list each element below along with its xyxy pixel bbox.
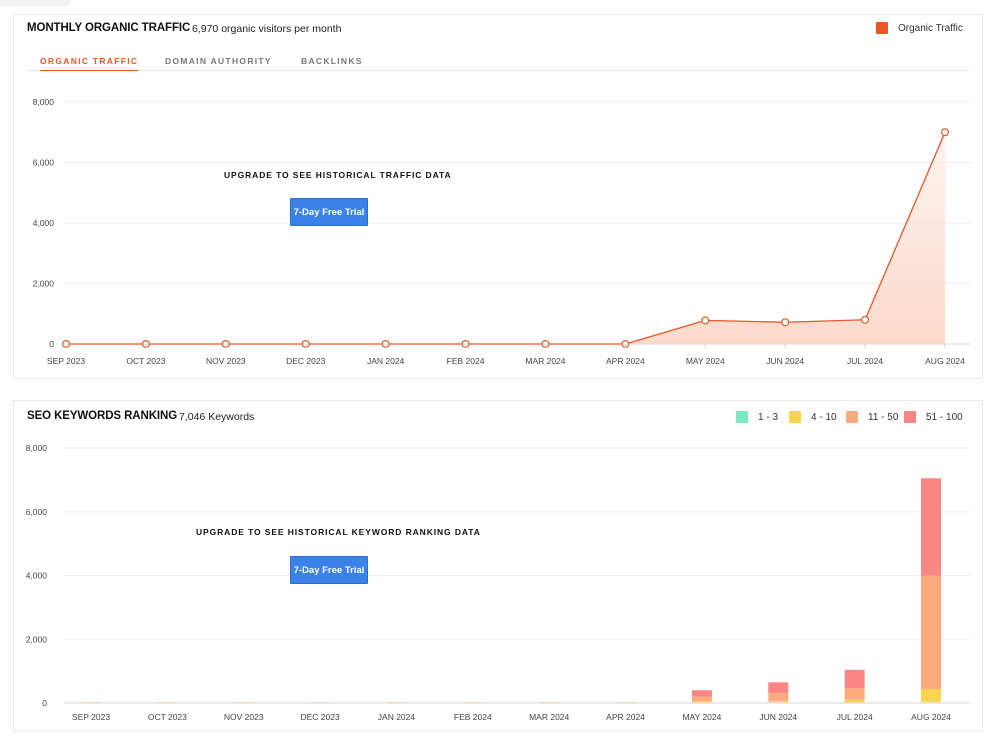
traffic-x-label-aug-2024: AUG 2024 [925,356,965,366]
keywords-ranking-card: SEO KEYWORDS RANKING 7,046 Keywords 1 - … [13,400,983,732]
legend-swatch-1-3 [736,411,748,423]
traffic-x-label-apr-2024: APR 2024 [606,356,645,366]
tab-domain-authority[interactable]: DOMAIN AUTHORITY [165,56,272,66]
keywords-bar-jun-2024-11-50[interactable] [768,692,789,701]
keywords-legend-item-51-100[interactable]: 51 - 100 [904,411,963,423]
traffic-x-label-sep-2023: SEP 2023 [47,356,85,366]
traffic-x-label-feb-2024: FEB 2024 [447,356,485,366]
traffic-y-tick-label: 0 [49,339,54,349]
keywords-bar-aug-2024-51-100[interactable] [921,478,941,576]
top-tab-fragment [0,0,70,6]
keywords-bar-jul-2024-4-10[interactable] [844,699,865,703]
legend-swatch-11-50 [846,411,858,423]
traffic-series-line [66,131,946,345]
traffic-point-jul-2024[interactable] [861,315,870,324]
traffic-point-may-2024[interactable] [701,316,710,325]
keywords-y-tick-label: 0 [42,698,47,708]
traffic-x-label-oct-2023: OCT 2023 [126,356,165,366]
traffic-y-tick-label: 8,000 [33,97,55,107]
keywords-x-label-jan-2024: JAN 2024 [378,712,416,722]
tab-backlinks[interactable]: BACKLINKS [301,56,363,66]
keywords-bar-jul-2024-51-100[interactable] [844,669,865,689]
keywords-x-label-sep-2023: SEP 2023 [72,712,110,722]
traffic-point-jun-2024[interactable] [781,318,790,327]
keywords-x-label-oct-2023: OCT 2023 [148,712,187,722]
traffic-legend-swatch [876,22,888,34]
traffic-x-label-jun-2024: JUN 2024 [766,356,804,366]
legend-label-11-50: 11 - 50 [868,411,899,423]
keywords-card-title: SEO KEYWORDS RANKING [27,410,178,422]
keywords-bar-jun-2024-4-10[interactable] [768,700,789,703]
keywords-bar-jun-2024-51-100[interactable] [768,682,789,693]
keywords-y-tick-label: 2,000 [26,634,48,644]
traffic-point-aug-2024[interactable] [940,128,949,137]
traffic-y-tick-label: 4,000 [33,218,55,228]
keywords-bar-may-2024-11-50[interactable] [691,696,712,702]
top-strip [0,0,1000,14]
keywords-bar-aug-2024-11-50[interactable] [921,575,941,689]
keywords-legend-item-4-10[interactable]: 4 - 10 [789,411,837,423]
organic-traffic-card: MONTHLY ORGANIC TRAFFIC 6,970 organic vi… [13,14,983,379]
keywords-chart: 0 2,000 4,000 6,000 8,000 SEP 2023 OCT 2023 NOV… [26,443,970,722]
traffic-area-fill [66,132,945,344]
keywords-x-label-may-2024: MAY 2024 [682,712,721,722]
traffic-x-label-jul-2024: JUL 2024 [847,356,883,366]
keywords-legend-item-1-3[interactable]: 1 - 3 [736,411,778,423]
legend-label-1-3: 1 - 3 [758,411,779,423]
keywords-bar-jul-2024-11-50[interactable] [844,688,865,700]
traffic-upgrade-text: UPGRADE TO SEE HISTORICAL TRAFFIC DATA [224,170,452,180]
legend-label-4-10: 4 - 10 [811,411,837,423]
keywords-bar-aug-2024-4-10[interactable] [921,688,941,702]
traffic-x-label-mar-2024: MAR 2024 [525,356,565,366]
traffic-y-tick-label: 6,000 [33,158,55,168]
keywords-x-label-jul-2024: JUL 2024 [837,712,873,722]
keywords-bar-may-2024-51-100[interactable] [691,690,712,697]
keywords-y-tick-label: 8,000 [26,443,48,453]
traffic-tabs: ORGANIC TRAFFIC DOMAIN AUTHORITY BACKLIN… [27,53,969,71]
traffic-x-label-nov-2023: NOV 2023 [206,356,246,366]
keywords-y-tick-label: 4,000 [26,571,48,581]
keywords-card-subtitle: 7,046 Keywords [179,411,255,423]
traffic-legend-item[interactable]: Organic Traffic [876,22,963,34]
traffic-card-subtitle: 6,970 organic visitors per month [192,23,342,35]
traffic-chart: 0 2,000 4,000 6,000 8,000 SEP 2023 OCT 2023 NOV… [33,97,970,366]
traffic-x-label-jan-2024: JAN 2024 [367,356,405,366]
legend-label-51-100: 51 - 100 [926,411,963,423]
traffic-free-trial-button[interactable]: 7-Day Free Trial [290,198,368,226]
keywords-x-label-apr-2024: APR 2024 [606,712,645,722]
keywords-legend-item-11-50[interactable]: 11 - 50 [846,411,898,423]
traffic-legend-label: Organic Traffic [898,22,963,34]
keywords-x-label-feb-2024: FEB 2024 [454,712,492,722]
keywords-free-trial-button[interactable]: 7-Day Free Trial [290,556,368,584]
tab-organic-traffic[interactable]: ORGANIC TRAFFIC [40,56,139,71]
keywords-y-tick-label: 6,000 [26,507,48,517]
legend-swatch-51-100 [904,411,916,423]
traffic-card-title: MONTHLY ORGANIC TRAFFIC [27,22,191,34]
traffic-x-label-may-2024: MAY 2024 [686,356,725,366]
keywords-x-label-mar-2024: MAR 2024 [529,712,569,722]
keywords-x-label-jun-2024: JUN 2024 [759,712,797,722]
keywords-x-label-aug-2024: AUG 2024 [911,712,951,722]
traffic-x-label-dec-2023: DEC 2023 [286,356,325,366]
keywords-x-label-nov-2023: NOV 2023 [224,712,264,722]
keywords-x-label-dec-2023: DEC 2023 [300,712,339,722]
keywords-upgrade-text: UPGRADE TO SEE HISTORICAL KEYWORD RANKIN… [196,527,481,537]
legend-swatch-4-10 [789,411,801,423]
traffic-y-tick-label: 2,000 [33,279,55,289]
